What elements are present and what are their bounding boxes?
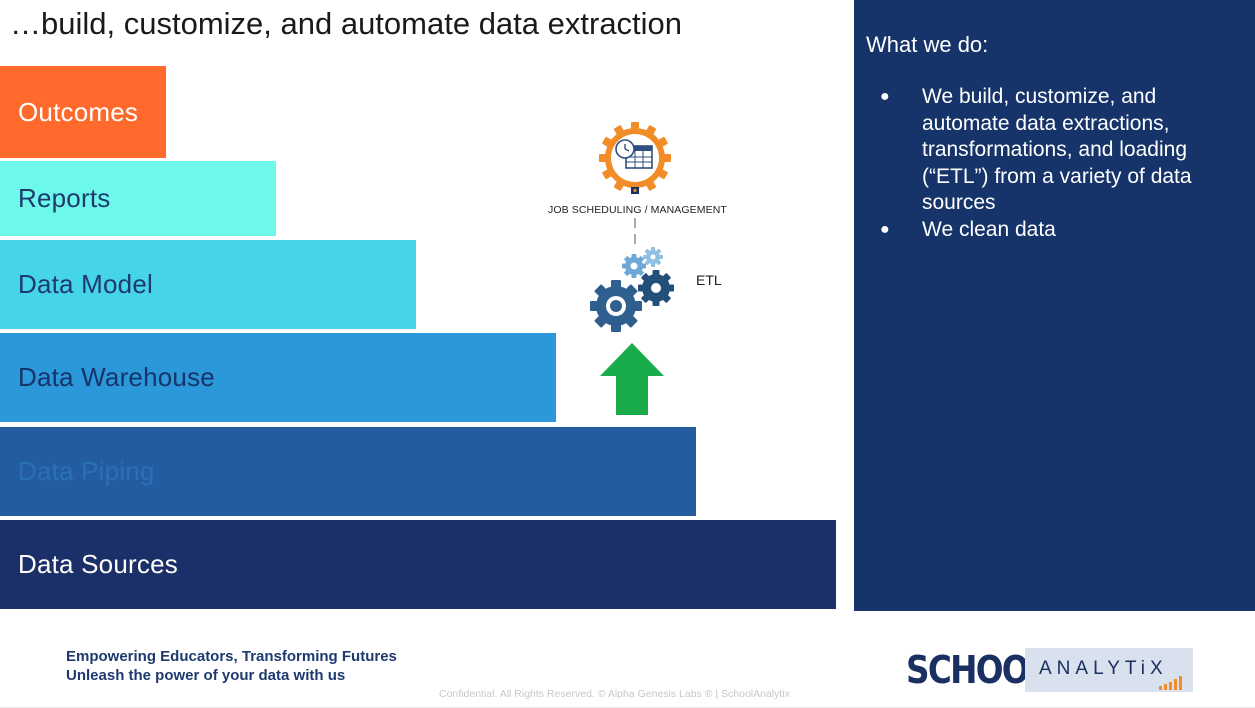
list-item: ● We build, customize, and automate data… xyxy=(880,84,1230,217)
logo-word-analytix: ANALYTiX xyxy=(1039,658,1168,679)
confidential-notice: Confidential. All Rights Reserved. © Alp… xyxy=(439,688,790,700)
job-scheduling-label: JOB SCHEDULING / MANAGEMENT xyxy=(548,204,727,216)
panel-list: ● We build, customize, and automate data… xyxy=(880,84,1230,243)
logo-analytix-box: ANALYTiX xyxy=(1025,648,1193,692)
list-item-text: We build, customize, and automate data e… xyxy=(922,85,1192,214)
bar-chart-icon xyxy=(1159,676,1182,690)
step-data-sources: Data Sources xyxy=(0,520,836,609)
bullet-icon: ● xyxy=(880,220,890,238)
step-label: Outcomes xyxy=(18,96,139,127)
step-label: Data Model xyxy=(18,269,153,299)
etl-diagram xyxy=(590,122,674,415)
gears-icon xyxy=(590,247,674,332)
tagline-line-1: Empowering Educators, Transforming Futur… xyxy=(66,648,397,665)
tagline-line-2: Unleash the power of your data with us xyxy=(66,667,346,684)
step-outcomes: Outcomes xyxy=(0,66,166,158)
step-label: Reports xyxy=(18,183,111,213)
bullet-icon: ● xyxy=(880,88,890,105)
step-label: Data Piping xyxy=(18,456,155,486)
step-label: Data Warehouse xyxy=(18,362,215,392)
step-data-piping: Data Piping xyxy=(0,427,696,516)
step-data-warehouse: Data Warehouse xyxy=(0,333,556,422)
etl-label: ETL xyxy=(696,272,722,288)
slide-title: …build, customize, and automate data ext… xyxy=(10,6,683,41)
tagline: Empowering Educators, Transforming Futur… xyxy=(66,647,397,685)
step-label: Data Sources xyxy=(18,549,178,579)
panel-heading: What we do: xyxy=(866,32,989,57)
logo-word-school: SCHOOL xyxy=(906,648,1049,692)
step-data-model: Data Model xyxy=(0,240,416,329)
what-we-do-panel: What we do: ● We build, customize, and a… xyxy=(854,0,1255,611)
list-item-text: We clean data xyxy=(922,217,1056,241)
list-item: ● We clean data xyxy=(880,217,1230,244)
calendar-clock-gear-icon xyxy=(599,122,671,194)
step-reports: Reports xyxy=(0,161,276,236)
up-arrow-icon xyxy=(600,343,664,415)
